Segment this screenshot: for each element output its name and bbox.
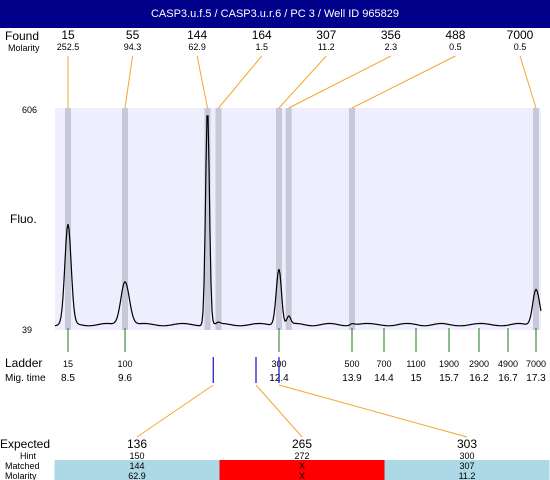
- expected-size-label: 136: [127, 437, 147, 451]
- matched-molarity-label: 62.9: [128, 471, 146, 480]
- ladder-size-label: 2900: [469, 359, 489, 369]
- hint-row-label: Hint: [20, 451, 37, 461]
- ladder-size-label: 100: [117, 359, 132, 369]
- ladder-size-label: 700: [376, 359, 391, 369]
- fluorescence-trace: [54, 115, 542, 327]
- found-connector: [519, 55, 537, 109]
- expected-connector: [255, 384, 303, 438]
- found-size-label: 15: [61, 28, 75, 42]
- molarity2-row-label: Molarity: [5, 471, 37, 480]
- hint-label: 272: [294, 451, 309, 461]
- matched-label: 307: [459, 461, 474, 471]
- ladder-time-label: 9.6: [118, 373, 132, 384]
- ladder-size-label: 1900: [439, 359, 459, 369]
- found-molarity-label: 62.9: [188, 42, 206, 52]
- peak-band: [276, 108, 282, 330]
- ladder-time-label: 17.3: [526, 373, 546, 384]
- ladder-time-label: 8.5: [61, 373, 75, 384]
- ladder-size-label: 1100: [406, 359, 425, 369]
- expected-size-label: 265: [292, 437, 312, 451]
- found-molarity-label: 252.5: [57, 42, 80, 52]
- hint-label: 150: [129, 451, 144, 461]
- peak-band: [349, 108, 355, 330]
- found-row-label: Found: [5, 29, 39, 43]
- ladder-size-label: 4900: [498, 359, 518, 369]
- matched-label: 144: [129, 461, 144, 471]
- y-max-label: 606: [22, 105, 37, 115]
- found-molarity-label: 0.5: [514, 42, 527, 52]
- match-cell: [384, 460, 550, 480]
- y-axis-label: Fluo.: [10, 212, 37, 226]
- peak-band: [285, 108, 292, 330]
- ladder-size-label: 500: [344, 359, 359, 369]
- found-size-label: 164: [252, 28, 272, 42]
- found-size-label: 144: [187, 28, 207, 42]
- expected-connector: [136, 384, 214, 438]
- ladder-time-label: 13.9: [342, 373, 362, 384]
- expected-connector: [278, 384, 468, 438]
- found-connector: [218, 55, 263, 109]
- ladder-time-label: 16.7: [498, 373, 518, 384]
- found-molarity-label: 1.5: [255, 42, 268, 52]
- molarity-row-label: Molarity: [8, 43, 40, 53]
- found-size-label: 307: [316, 28, 336, 42]
- ladder-time-label: 15.7: [439, 373, 459, 384]
- ladder-time-label: 16.2: [469, 373, 489, 384]
- expected-row-label: Expected: [0, 437, 50, 451]
- found-connector: [124, 55, 134, 109]
- matched-row-label: Matched: [5, 461, 40, 471]
- window-title: CASP3.u.f.5 / CASP3.u.r.6 / PC 3 / Well …: [150, 8, 400, 20]
- expected-size-label: 303: [457, 437, 477, 451]
- ladder-time-label: 14.4: [374, 373, 394, 384]
- found-connector: [196, 55, 208, 109]
- y-min-label: 39: [22, 325, 32, 335]
- matched-molarity-label: 11.2: [459, 471, 476, 480]
- peak-band: [215, 108, 222, 330]
- found-molarity-label: 94.3: [124, 42, 142, 52]
- mig-time-row-label: Mig. time: [5, 373, 46, 384]
- found-molarity-label: 0.5: [449, 42, 462, 52]
- matched-molarity-label: X: [299, 471, 305, 480]
- ladder-time-label: 15: [410, 373, 422, 384]
- matched-label: X: [299, 461, 305, 471]
- found-connector: [351, 55, 456, 109]
- found-molarity-label: 2.3: [385, 42, 398, 52]
- found-size-label: 55: [126, 28, 140, 42]
- found-size-label: 488: [445, 28, 465, 42]
- window-title-bar: CASP3.u.f.5 / CASP3.u.r.6 / PC 3 / Well …: [0, 0, 550, 28]
- ladder-size-label: 15: [63, 359, 73, 369]
- peak-band: [533, 108, 539, 330]
- hint-label: 300: [459, 451, 474, 461]
- found-connector: [288, 55, 392, 109]
- peak-band: [122, 108, 128, 330]
- found-molarity-label: 11.2: [318, 42, 335, 52]
- peak-band: [65, 108, 71, 330]
- peak-band: [204, 108, 211, 330]
- found-size-label: 7000: [507, 28, 534, 42]
- ladder-row-label: Ladder: [5, 356, 42, 370]
- plot-area: [55, 108, 541, 330]
- found-connector: [278, 55, 327, 109]
- found-size-label: 356: [381, 28, 401, 42]
- match-cell: [54, 460, 220, 480]
- match-cell: [219, 460, 385, 480]
- ladder-size-label: 7000: [526, 359, 546, 369]
